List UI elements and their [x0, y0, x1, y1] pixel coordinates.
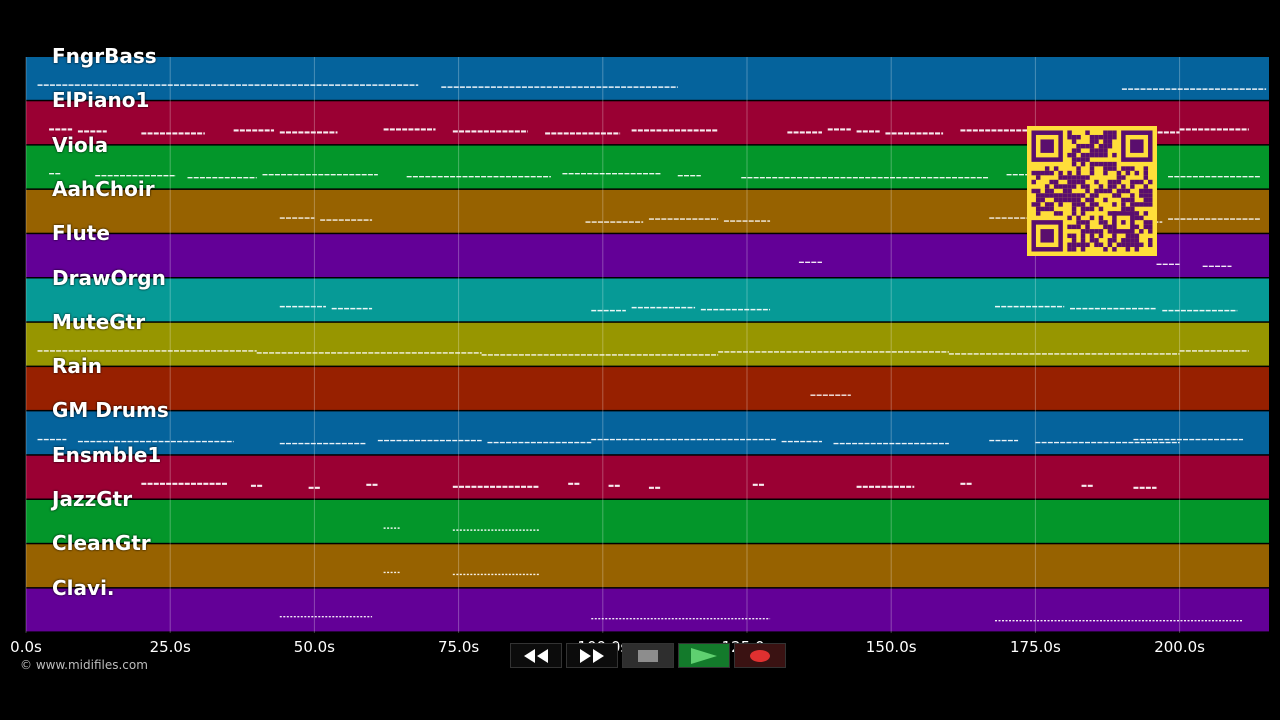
credit-text: © www.midifiles.com	[20, 658, 148, 672]
qr-code	[1027, 126, 1157, 256]
record-icon	[749, 649, 771, 663]
track-label: GM Drums	[52, 398, 169, 423]
track-label: DrawOrgn	[52, 265, 166, 290]
fast-forward-button[interactable]	[566, 643, 618, 668]
track-label: ElPiano1	[52, 88, 150, 113]
track-lane	[26, 322, 1269, 366]
track-lane	[26, 455, 1269, 499]
time-tick-label: 175.0s	[1010, 638, 1061, 656]
time-tick-label: 150.0s	[865, 638, 917, 656]
track-lane	[26, 367, 1269, 410]
track-label: Ensmble1	[52, 442, 162, 467]
track-label: Clavi.	[52, 575, 115, 600]
track-lane	[26, 544, 1269, 588]
track-lane	[26, 588, 1269, 632]
play-button[interactable]	[678, 643, 730, 668]
note-layer	[37, 84, 1267, 622]
time-tick-label: 0.0s	[10, 638, 42, 656]
track-label: Rain	[52, 354, 102, 379]
track-lane	[26, 57, 1269, 100]
track-lane	[26, 500, 1269, 543]
track-label: Viola	[52, 132, 109, 157]
track-lane	[26, 278, 1269, 322]
track-label: JazzGtr	[52, 487, 133, 511]
track-label: MuteGtr	[52, 309, 146, 334]
rewind-button[interactable]	[510, 643, 562, 668]
track-label: FngrBass	[52, 44, 157, 68]
time-grid	[25, 57, 1181, 633]
play-icon	[691, 647, 717, 664]
track-label: Flute	[52, 221, 110, 246]
time-tick-label: 75.0s	[437, 638, 480, 656]
time-tick-label: 50.0s	[293, 638, 335, 656]
record-button[interactable]	[734, 643, 786, 668]
transport-controls	[510, 643, 786, 670]
rewind-icon	[523, 648, 549, 663]
fast-forward-icon	[579, 648, 605, 663]
track-label: CleanGtr	[52, 531, 151, 556]
time-tick-label: 200.0s	[1154, 638, 1205, 656]
track-label: AahChoir	[52, 176, 155, 201]
time-tick-label: 25.0s	[149, 638, 191, 656]
stop-button[interactable]	[622, 643, 674, 668]
stop-icon	[638, 649, 658, 662]
track-lane	[26, 411, 1269, 455]
